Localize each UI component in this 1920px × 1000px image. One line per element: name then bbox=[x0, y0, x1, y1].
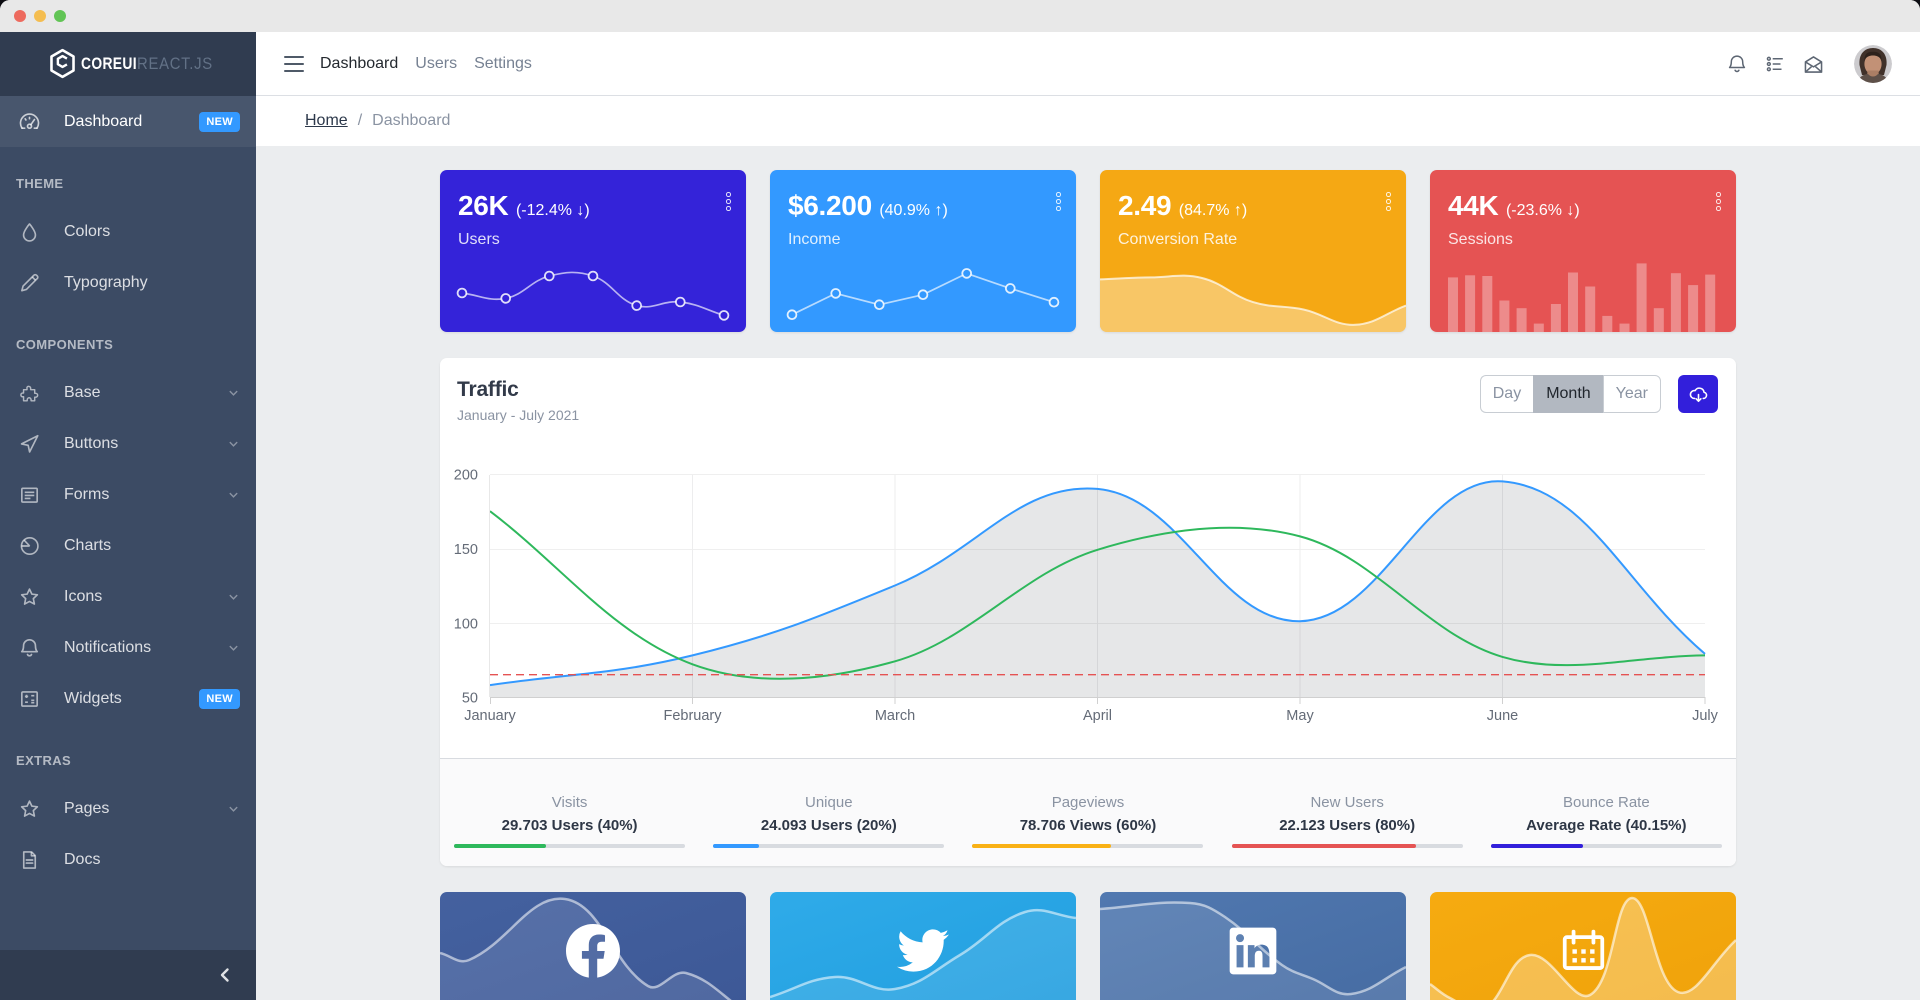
svg-text:May: May bbox=[1286, 708, 1314, 724]
svg-text:March: March bbox=[875, 708, 915, 724]
svg-text:June: June bbox=[1487, 708, 1518, 724]
svg-text:100: 100 bbox=[454, 617, 478, 633]
svg-text:January: January bbox=[464, 708, 516, 724]
svg-text:February: February bbox=[663, 708, 722, 724]
svg-text:150: 150 bbox=[454, 542, 478, 558]
svg-text:April: April bbox=[1083, 708, 1112, 724]
svg-text:50: 50 bbox=[462, 691, 478, 707]
svg-text:200: 200 bbox=[454, 468, 478, 484]
svg-text:July: July bbox=[1692, 708, 1719, 724]
